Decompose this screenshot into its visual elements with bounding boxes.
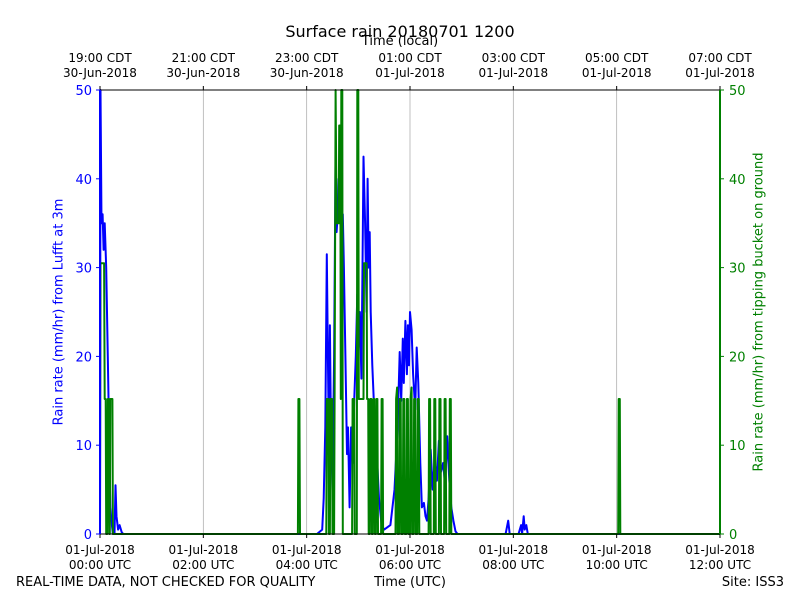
y-tick-label-left: 50: [75, 84, 92, 99]
y-tick-label-left: 40: [75, 173, 92, 188]
x-tick-label-time: 00:00 UTC: [69, 558, 131, 572]
x-tick-label-time: 06:00 UTC: [379, 558, 441, 572]
x-top-tick-label-time: 23:00 CDT: [275, 51, 339, 65]
y-tick-label-left: 30: [75, 262, 92, 277]
right-y-axis-label: Rain rate (mm/hr) from tipping bucket on…: [751, 152, 767, 472]
x-tick-label-time: 02:00 UTC: [172, 558, 234, 572]
y-tick-label-left: 10: [75, 439, 92, 454]
x-top-tick-label-date: 30-Jun-2018: [63, 66, 137, 80]
x-tick-label-time: 12:00 UTC: [689, 558, 751, 572]
y-tick-label-right: 50: [729, 84, 746, 99]
x-top-tick-label-date: 01-Jul-2018: [685, 66, 755, 80]
x-top-tick-label-date: 01-Jul-2018: [375, 66, 445, 80]
y-tick-label-left: 20: [75, 350, 92, 365]
x-top-tick-label-time: 21:00 CDT: [172, 51, 236, 65]
quality-disclaimer: REAL-TIME DATA, NOT CHECKED FOR QUALITY: [16, 575, 316, 590]
y-tick-label-right: 0: [729, 528, 737, 543]
x-tick-label-date: 01-Jul-2018: [375, 543, 445, 557]
x-top-tick-label-date: 30-Jun-2018: [166, 66, 240, 80]
y-tick-label-right: 30: [729, 262, 746, 277]
y-tick-label-right: 20: [729, 350, 746, 365]
x-top-tick-label-time: 03:00 CDT: [482, 51, 546, 65]
x-tick-label-date: 01-Jul-2018: [65, 543, 135, 557]
top-axis-label: Time (local): [361, 34, 439, 49]
x-top-tick-label-time: 19:00 CDT: [68, 51, 132, 65]
x-top-tick-label-time: 05:00 CDT: [585, 51, 649, 65]
site-label: Site: ISS3: [721, 575, 784, 590]
x-tick-label-date: 01-Jul-2018: [582, 543, 652, 557]
x-top-tick-label-date: 01-Jul-2018: [479, 66, 549, 80]
chart-title: Surface rain 20180701 1200: [285, 22, 515, 41]
x-tick-label-date: 01-Jul-2018: [685, 543, 755, 557]
x-top-tick-label-date: 01-Jul-2018: [582, 66, 652, 80]
x-tick-label-time: 08:00 UTC: [482, 558, 544, 572]
x-top-tick-label-time: 01:00 CDT: [378, 51, 442, 65]
x-tick-label-time: 10:00 UTC: [586, 558, 648, 572]
x-tick-label-date: 01-Jul-2018: [479, 543, 549, 557]
y-tick-label-right: 40: [729, 173, 746, 188]
left-y-axis-label: Rain rate (mm/hr) from Lufft at 3m: [51, 198, 67, 426]
x-tick-label-date: 01-Jul-2018: [169, 543, 239, 557]
x-top-tick-label-time: 07:00 CDT: [688, 51, 752, 65]
y-tick-label-left: 0: [84, 528, 92, 543]
x-tick-label-time: 04:00 UTC: [276, 558, 338, 572]
x-tick-label-date: 01-Jul-2018: [272, 543, 342, 557]
y-tick-label-right: 10: [729, 439, 746, 454]
bottom-axis-label: Time (UTC): [374, 575, 446, 590]
x-top-tick-label-date: 30-Jun-2018: [270, 66, 344, 80]
